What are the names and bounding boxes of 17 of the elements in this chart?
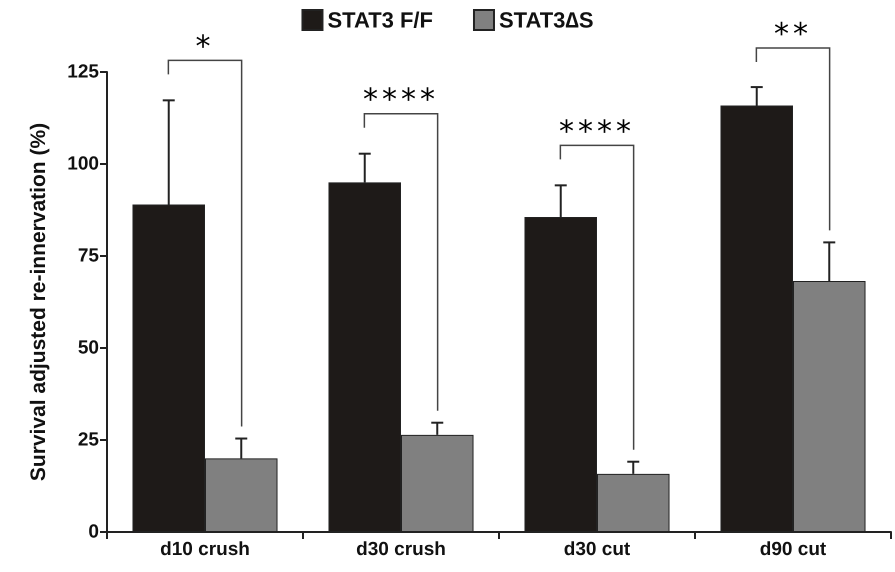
y-axis-title: Survival adjusted re-innervation (%) — [27, 122, 50, 482]
legend-label: STAT3 F/F — [327, 8, 433, 32]
x-tick-label: d10 crush — [160, 539, 250, 560]
y-tick-label: 125 — [67, 62, 100, 82]
annotation: **** — [363, 82, 439, 118]
y-tick-label: 100 — [67, 154, 99, 174]
y-tick-label: 50 — [78, 338, 99, 358]
text: ** — [774, 17, 812, 52]
legend-label: STAT3∆S — [498, 8, 594, 32]
y-tick-label: 0 — [88, 522, 99, 542]
y-tick-label: 25 — [78, 430, 100, 450]
y-tick-label: 75 — [78, 246, 100, 266]
x-tick-label: d30 cut — [564, 539, 631, 560]
x-tick-label: d30 crush — [356, 539, 446, 560]
x-tick-label: d90 cut — [760, 539, 827, 560]
annotation: **** — [559, 114, 635, 150]
text: * — [196, 29, 214, 64]
